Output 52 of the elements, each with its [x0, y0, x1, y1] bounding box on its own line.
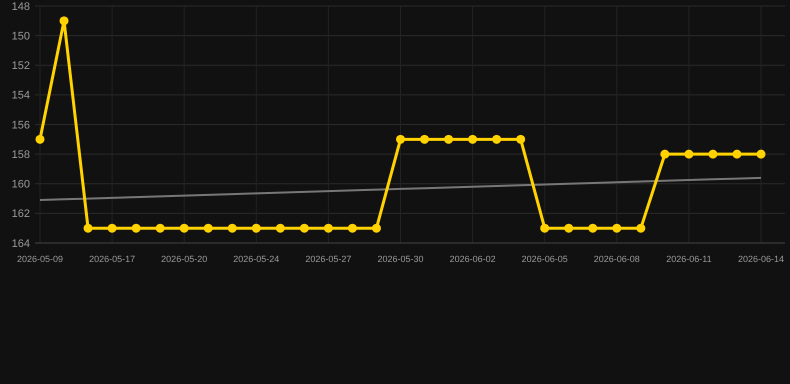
point — [444, 134, 454, 144]
x-tick-label: 2026-05-30 — [377, 254, 424, 264]
x-tick-label: 2026-05-09 — [16, 254, 64, 264]
point — [156, 224, 165, 233]
point — [588, 224, 598, 233]
point — [420, 134, 430, 144]
y-tick-label: 148 — [12, 0, 30, 13]
x-tick-label: 2026-06-02 — [450, 254, 496, 264]
point — [60, 16, 69, 26]
point — [660, 150, 670, 159]
x-tick-label: 2026-05-20 — [161, 254, 208, 264]
point — [276, 224, 285, 233]
point — [36, 134, 44, 144]
point — [684, 150, 694, 159]
point — [732, 150, 742, 159]
point — [540, 224, 550, 233]
point — [132, 224, 141, 233]
point — [372, 224, 381, 233]
point — [516, 134, 526, 144]
point — [564, 224, 574, 233]
y-tick-label: 164 — [12, 238, 30, 250]
x-tick-label: 2026-06-08 — [594, 254, 640, 264]
point — [348, 224, 357, 233]
point — [228, 224, 237, 233]
point — [612, 224, 622, 233]
point — [708, 150, 718, 159]
x-tick-label: 2026-05-27 — [305, 254, 352, 264]
point — [396, 134, 405, 144]
point — [180, 224, 189, 233]
point — [84, 224, 93, 233]
point — [492, 134, 502, 144]
x-tick-label: 2026-05-17 — [89, 254, 136, 264]
line-series — [39, 176, 762, 202]
point — [324, 224, 333, 233]
x-tick-label: 2026-06-05 — [522, 254, 568, 264]
y-tick-label: 150 — [12, 30, 30, 42]
x-tick-label: 2026-05-24 — [233, 254, 280, 264]
y-tick-label: 154 — [12, 90, 30, 102]
x-tick-label: 2026-06-11 — [666, 254, 712, 264]
point — [636, 224, 646, 233]
y-tick-label: 160 — [12, 178, 30, 191]
y-tick-label: 162 — [12, 208, 30, 220]
point — [204, 224, 213, 233]
y-tick-label: 152 — [12, 60, 30, 72]
point — [252, 224, 261, 233]
point — [300, 224, 309, 233]
x-tick-label: 2026-06-14 — [738, 254, 784, 264]
point — [108, 224, 117, 233]
y-tick-label: 158 — [12, 148, 30, 161]
point — [468, 134, 478, 144]
point — [756, 150, 766, 159]
y-tick-label: 156 — [12, 119, 30, 132]
